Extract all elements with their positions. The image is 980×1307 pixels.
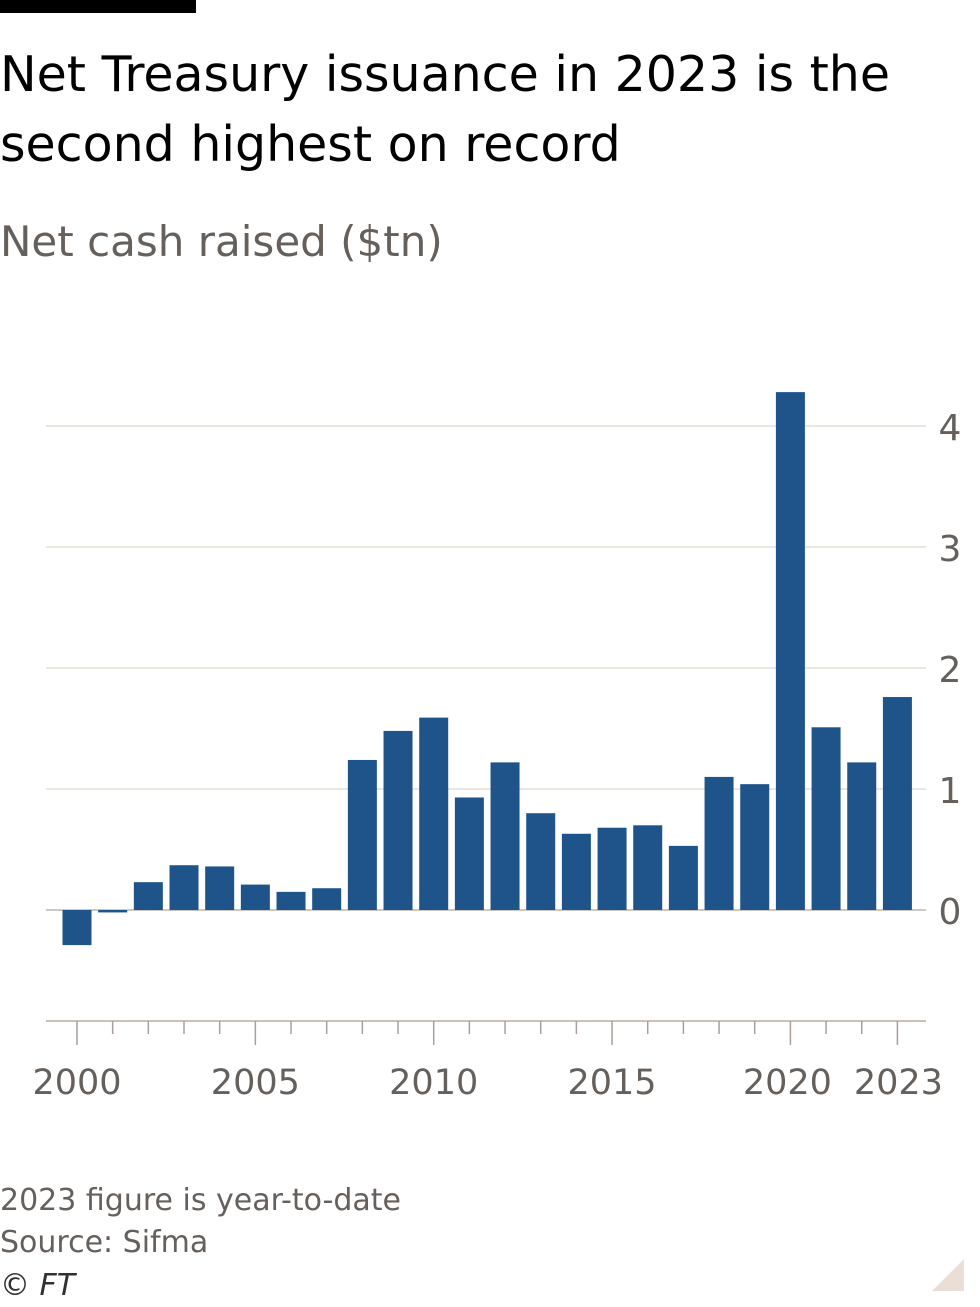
bar-2020 — [775, 392, 805, 910]
chart-title: Net Treasury issuance in 2023 is the sec… — [0, 46, 890, 173]
bar-2012 — [490, 762, 520, 910]
x-axis — [46, 1020, 926, 1045]
bar-2011 — [454, 797, 484, 910]
bar-2008 — [347, 759, 377, 910]
tick-labels: 0 1 2 3 4 2000 2005 2010 2015 2020 2023 — [32, 408, 961, 1103]
bar-2014 — [561, 833, 591, 910]
bar-2001 — [98, 910, 128, 913]
y-tick-label: 0 — [939, 892, 962, 933]
chart-subtitle: Net cash raised ($tn) — [0, 217, 443, 266]
x-tick-label-2015: 2015 — [568, 1063, 657, 1103]
x-tick-label-2023: 2023 — [854, 1063, 943, 1103]
corner-fold-icon — [932, 1259, 964, 1291]
copyright: © FT — [0, 1268, 76, 1303]
x-tick-label-2000: 2000 — [32, 1063, 121, 1103]
bar-2016 — [633, 825, 663, 910]
x-tick-label-2010: 2010 — [389, 1063, 478, 1103]
y-tick-label: 3 — [939, 529, 962, 570]
bar-2017 — [668, 845, 698, 910]
bar-2018 — [704, 776, 734, 910]
bar-2023 — [882, 697, 912, 910]
bar-2005 — [240, 884, 270, 910]
footnote: 2023 figure is year-to-date — [0, 1183, 401, 1218]
bar-2021 — [811, 727, 841, 910]
ft-brand-bar — [0, 0, 196, 13]
bar-2022 — [847, 762, 877, 910]
y-tick-label: 1 — [939, 771, 962, 812]
y-tick-label: 2 — [939, 650, 962, 691]
bar-2006 — [276, 891, 306, 910]
bar-2003 — [169, 865, 199, 910]
bar-2013 — [526, 813, 556, 910]
bar-2010 — [419, 717, 449, 910]
x-tick-label-2005: 2005 — [211, 1063, 300, 1103]
bar-2002 — [133, 882, 163, 910]
bars — [62, 392, 912, 946]
bar-2007 — [312, 888, 342, 910]
bar-2000 — [62, 910, 92, 946]
bar-2015 — [597, 827, 627, 910]
bar-2019 — [740, 784, 770, 910]
bar-2009 — [383, 730, 413, 910]
y-tick-label: 4 — [939, 408, 962, 449]
bar-2004 — [205, 866, 235, 910]
bar-chart: 0 1 2 3 4 2000 2005 2010 2015 2020 2023 — [32, 392, 961, 1103]
source-note: Source: Sifma — [0, 1225, 209, 1260]
x-tick-label-2020: 2020 — [743, 1063, 832, 1103]
